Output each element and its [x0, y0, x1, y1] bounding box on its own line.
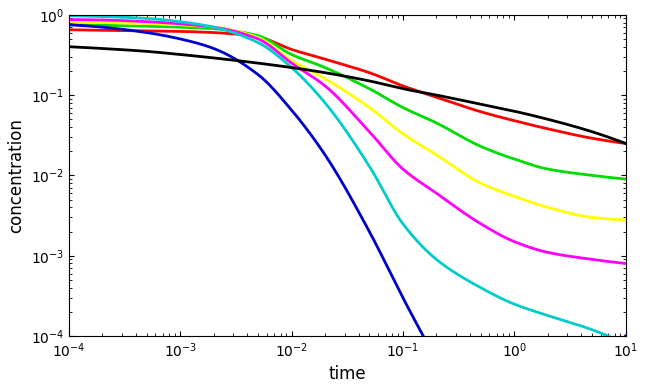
Y-axis label: concentration: concentration	[7, 118, 25, 233]
X-axis label: time: time	[328, 365, 366, 383]
